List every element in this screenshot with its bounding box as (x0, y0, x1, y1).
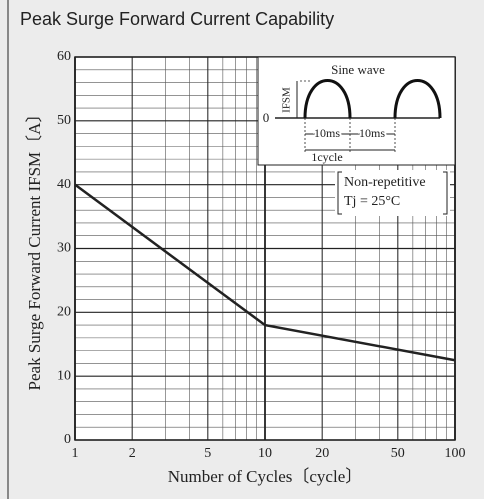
y-tick-label: 50 (57, 113, 71, 128)
x-tick-label: 1 (72, 446, 79, 461)
inset-current-label: IFSM (281, 87, 293, 113)
y-tick-label: 20 (57, 305, 71, 320)
annotation: Tj = 25°C (344, 194, 400, 209)
y-tick-label: 40 (57, 177, 71, 192)
x-tick-label: 20 (315, 446, 329, 461)
chart-title: Peak Surge Forward Current Capability (20, 9, 334, 29)
inset-half-period-label: 10ms (359, 126, 385, 140)
inset-box (257, 56, 456, 166)
inset-period-label: 1cycle (311, 150, 342, 164)
annotation-bracket (337, 171, 342, 215)
x-tick-label: 50 (391, 446, 405, 461)
y-tick-label: 10 (57, 368, 71, 383)
inset-zero-label: 0 (263, 110, 270, 125)
inset-title: Sine wave (331, 62, 385, 77)
y-tick-label: 60 (57, 49, 71, 64)
y-tick-label: 30 (57, 241, 71, 256)
annotation: Non-repetitive (344, 175, 426, 190)
x-tick-label: 100 (445, 446, 466, 461)
x-tick-label: 10 (258, 446, 272, 461)
annotation-box (335, 170, 450, 216)
x-tick-label: 5 (204, 446, 211, 461)
sine-pulse (393, 79, 442, 119)
inset-half-period-label: 10ms (314, 126, 340, 140)
x-tick-label: 2 (129, 446, 136, 461)
annotation-bracket (443, 171, 448, 215)
x-axis-label: Number of Cycles〔cycle〕 (168, 467, 363, 486)
inset-group: Sine wave IFSM 0 10ms 10ms 1cycleNon-repetiti… (257, 56, 456, 216)
sine-pulse (303, 79, 352, 119)
data-line (74, 183, 456, 362)
y-axis-label: Peak Surge Forward Current IFSM〔A〕 (25, 106, 44, 391)
y-tick-label: 0 (64, 432, 71, 447)
